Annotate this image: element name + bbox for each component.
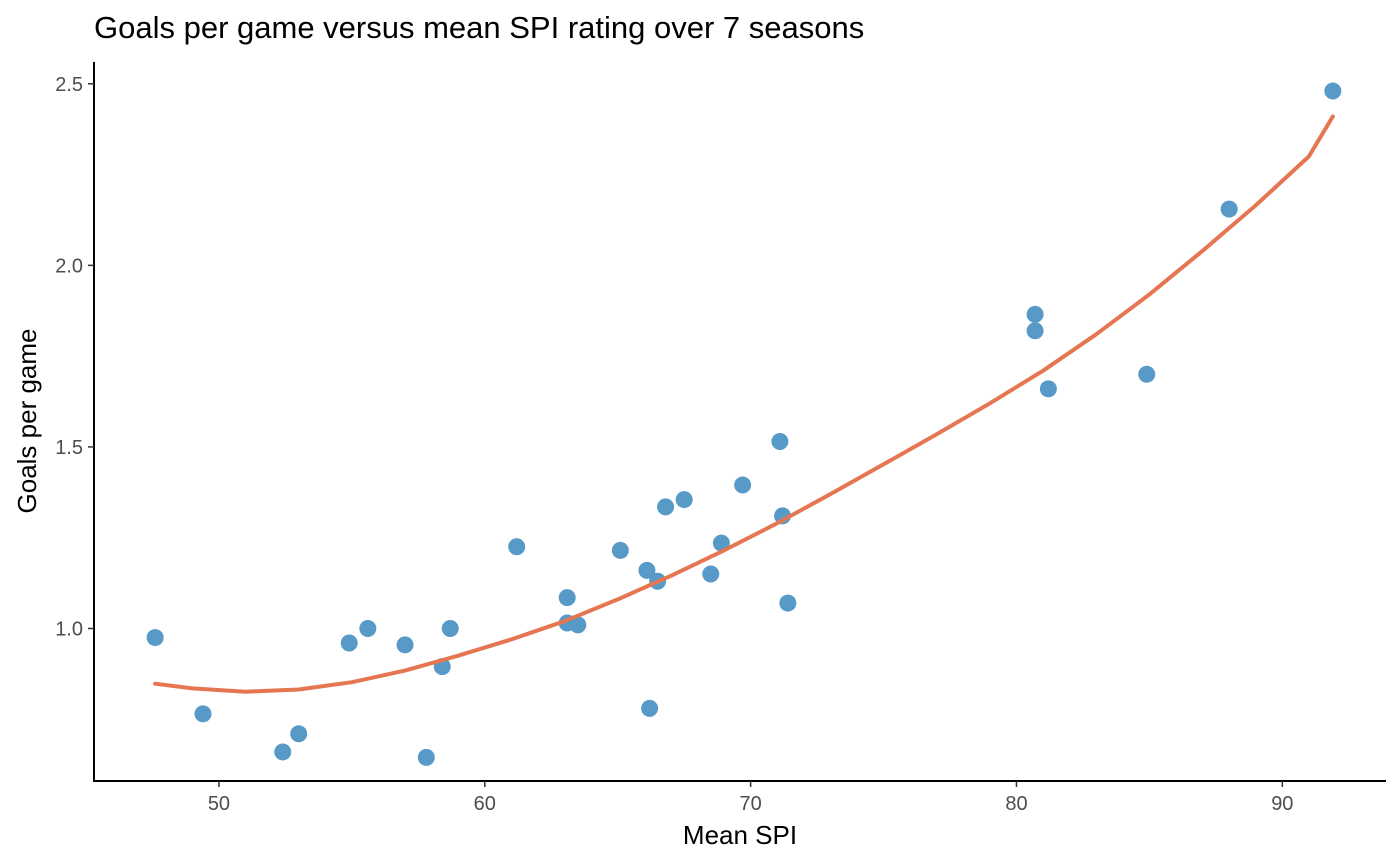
plot-area: 1.0 1.5 2.0 2.5 50 60 70 80 90 <box>55 62 1386 815</box>
data-point <box>274 743 292 761</box>
data-point <box>290 725 308 743</box>
data-point <box>146 629 164 647</box>
data-point <box>1324 82 1342 100</box>
data-point <box>771 432 789 450</box>
data-point <box>779 594 797 612</box>
x-axis-title: Mean SPI <box>683 820 797 850</box>
y-tick-label: 2.5 <box>55 74 83 96</box>
x-tick-label: 70 <box>740 793 762 815</box>
data-point <box>675 491 693 509</box>
data-point <box>734 476 752 494</box>
data-point <box>1138 365 1156 383</box>
x-axis-ticks: 50 60 70 80 90 <box>208 781 1293 815</box>
y-tick-label: 1.0 <box>55 618 83 640</box>
x-tick-label: 60 <box>474 793 496 815</box>
x-tick-label: 80 <box>1005 793 1027 815</box>
data-point <box>1026 305 1044 323</box>
data-point <box>340 634 358 652</box>
data-point <box>1220 200 1238 218</box>
data-point <box>611 541 629 559</box>
y-axis-title: Goals per game <box>12 329 42 514</box>
data-point <box>702 565 720 583</box>
data-point <box>641 699 659 717</box>
data-point <box>558 589 576 607</box>
data-point <box>1026 322 1044 340</box>
data-point <box>569 616 587 634</box>
chart-title: Goals per game versus mean SPI rating ov… <box>94 10 864 45</box>
data-point <box>508 538 526 556</box>
data-point <box>638 561 656 579</box>
data-point <box>441 619 459 637</box>
data-point <box>194 705 212 723</box>
x-tick-label: 90 <box>1271 793 1293 815</box>
data-point <box>1039 380 1057 398</box>
y-tick-label: 2.0 <box>55 255 83 277</box>
data-point <box>359 619 377 637</box>
data-point <box>417 748 435 766</box>
y-axis-ticks: 1.0 1.5 2.0 2.5 <box>55 74 94 640</box>
y-tick-label: 1.5 <box>55 437 83 459</box>
data-points <box>146 82 1342 766</box>
trend-line <box>153 114 1335 694</box>
data-point <box>396 636 414 654</box>
x-tick-label: 50 <box>208 793 230 815</box>
data-point <box>657 498 675 516</box>
